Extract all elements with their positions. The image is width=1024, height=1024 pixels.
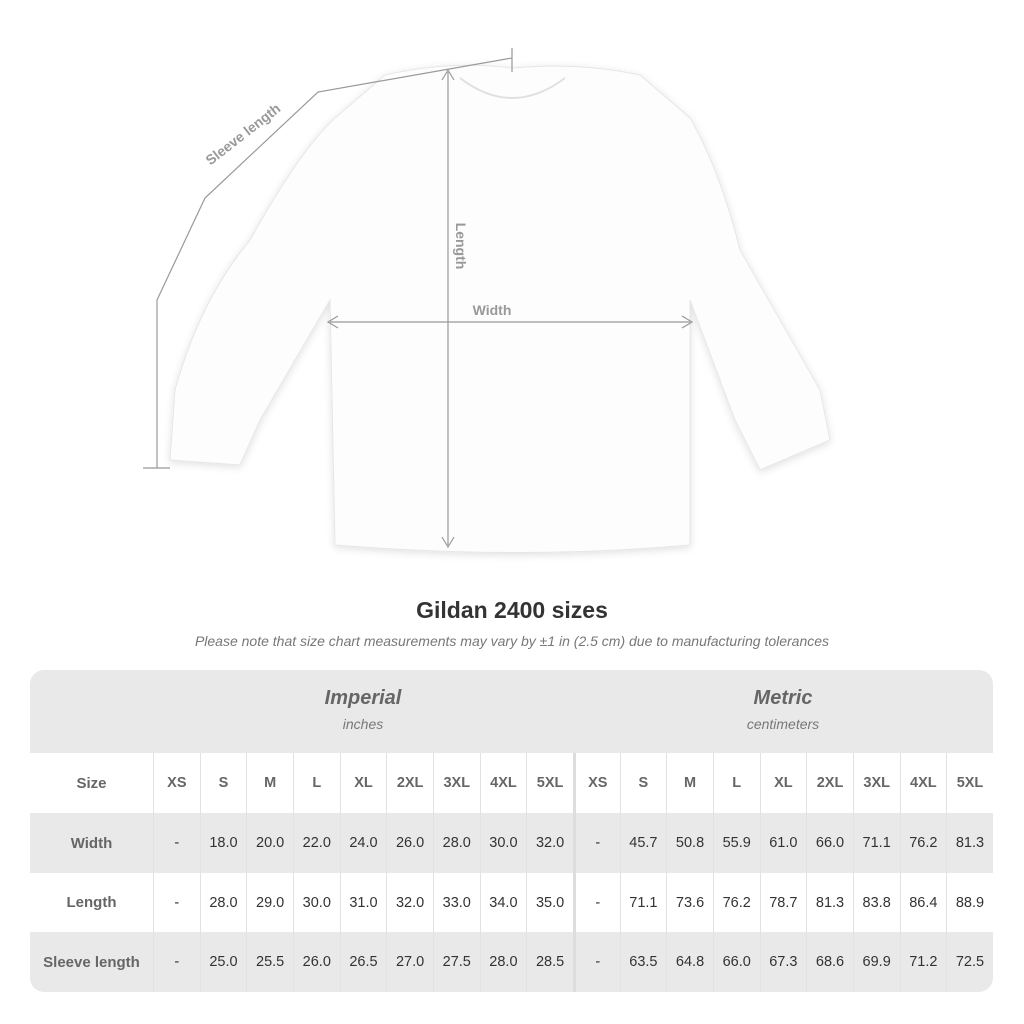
metric-size-header: 3XL <box>852 753 900 813</box>
metric-value-cell: 50.8 <box>666 813 713 873</box>
imperial-value-cell: 33.0 <box>432 873 480 932</box>
metric-value-cell: 55.9 <box>712 813 760 873</box>
imperial-value-cell: - <box>153 932 200 992</box>
imperial-size-header: XS <box>153 753 200 813</box>
metric-value-cell: 86.4 <box>899 873 947 932</box>
width-label: Width <box>473 302 512 318</box>
imperial-value-cell: 27.5 <box>432 932 480 992</box>
metric-size-header: S <box>619 753 667 813</box>
imperial-value-cell: 28.0 <box>199 873 247 932</box>
metric-value-cell: 63.5 <box>619 932 667 992</box>
metric-value-cell: 64.8 <box>666 932 713 992</box>
size-header-row: Size XS S M L XL 2XL 3XL 4XL 5XL XS S M L XL 2XL 3XL 4XL 5… <box>30 753 993 813</box>
row-label: Length <box>66 894 117 911</box>
length-label: Length <box>453 223 469 270</box>
metric-value-cell: 88.9 <box>946 873 993 932</box>
imperial-header: Imperial inches <box>153 670 573 753</box>
page-title: Gildan 2400 sizes <box>416 597 608 623</box>
imperial-title: Imperial <box>324 687 402 709</box>
imperial-value-cell: 30.0 <box>292 873 340 932</box>
measure-lines <box>143 48 694 549</box>
shirt-diagram: Sleeve length Length Width <box>143 48 831 553</box>
imperial-value-cell: 26.0 <box>386 813 433 873</box>
metric-value-cell: 71.1 <box>852 813 900 873</box>
imperial-value-cell: 20.0 <box>246 813 293 873</box>
imperial-size-header: XL <box>339 753 387 813</box>
metric-size-header: 2XL <box>806 753 853 813</box>
row-label: Sleeve length <box>43 953 140 971</box>
imperial-value-cell: 28.0 <box>432 813 480 873</box>
imperial-value-cell: 24.0 <box>339 813 387 873</box>
metric-value-cell: 66.0 <box>806 813 853 873</box>
tolerance-note: Please note that size chart measurements… <box>194 633 830 649</box>
imperial-value-cell: 26.5 <box>339 932 387 992</box>
imperial-value-cell: 27.0 <box>386 932 433 992</box>
shirt-illustration <box>169 64 831 553</box>
imperial-unit: inches <box>342 716 384 732</box>
imperial-size-header: 2XL <box>386 753 433 813</box>
imperial-size-header: 4XL <box>479 753 527 813</box>
metric-value-cell: 69.9 <box>852 932 900 992</box>
metric-size-header: 4XL <box>899 753 947 813</box>
imperial-value-cell: - <box>153 813 200 873</box>
imperial-value-cell: 30.0 <box>479 813 527 873</box>
sleeve-length-label: Sleeve length <box>202 100 283 168</box>
imperial-size-header: M <box>246 753 293 813</box>
imperial-value-cell: 35.0 <box>526 873 573 932</box>
metric-value-cell: 66.0 <box>712 932 760 992</box>
metric-value-cell: 45.7 <box>619 813 667 873</box>
metric-header: Metric centimeters <box>573 670 993 753</box>
imperial-value-cell: 26.0 <box>292 932 340 992</box>
imperial-value-cell: 32.0 <box>386 873 433 932</box>
metric-value-cell: 76.2 <box>899 813 947 873</box>
metric-value-cell: 73.6 <box>666 873 713 932</box>
imperial-value-cell: 34.0 <box>479 873 527 932</box>
imperial-value-cell: 28.5 <box>526 932 573 992</box>
imperial-value-cell: 22.0 <box>292 813 340 873</box>
imperial-value-cell: - <box>153 873 200 932</box>
imperial-value-cell: 18.0 <box>199 813 247 873</box>
table-row: Length -28.0 29.0 30.0 31.0 32.0 33.0 34.0 35.0-… <box>30 873 993 932</box>
metric-value-cell: - <box>572 932 620 992</box>
metric-value-cell: 78.7 <box>759 873 807 932</box>
size-table: Imperial inches Metric centimeters Size X… <box>30 670 993 992</box>
metric-value-cell: 83.8 <box>852 873 900 932</box>
imperial-size-header: 3XL <box>432 753 480 813</box>
metric-unit: centimeters <box>746 716 820 732</box>
metric-value-cell: 61.0 <box>759 813 807 873</box>
metric-size-header: 5XL <box>946 753 993 813</box>
metric-size-header: XL <box>759 753 807 813</box>
imperial-value-cell: 28.0 <box>479 932 527 992</box>
metric-title: Metric <box>753 687 813 709</box>
imperial-value-cell: 25.5 <box>246 932 293 992</box>
metric-value-cell: - <box>572 873 620 932</box>
metric-value-cell: - <box>572 813 620 873</box>
imperial-size-header: L <box>292 753 340 813</box>
imperial-value-cell: 32.0 <box>526 813 573 873</box>
metric-value-cell: 71.2 <box>899 932 947 992</box>
metric-size-header: XS <box>572 753 620 813</box>
metric-value-cell: 72.5 <box>946 932 993 992</box>
imperial-size-header: 5XL <box>526 753 573 813</box>
row-label: Width <box>70 834 113 852</box>
metric-size-header: M <box>666 753 713 813</box>
metric-value-cell: 81.3 <box>806 873 853 932</box>
table-row: Width -18.0 20.0 22.0 24.0 26.0 28.0 30.0 32.0-4… <box>30 813 993 873</box>
metric-value-cell: 68.6 <box>806 932 853 992</box>
imperial-value-cell: 25.0 <box>199 932 247 992</box>
table-row: Sleeve length -25.0 25.5 26.0 26.5 27.0 27.5 28… <box>30 932 993 992</box>
metric-size-header: L <box>712 753 760 813</box>
metric-value-cell: 67.3 <box>759 932 807 992</box>
imperial-value-cell: 31.0 <box>339 873 387 932</box>
metric-value-cell: 81.3 <box>946 813 993 873</box>
size-label: Size <box>76 774 107 792</box>
metric-value-cell: 71.1 <box>619 873 667 932</box>
metric-value-cell: 76.2 <box>712 873 760 932</box>
imperial-value-cell: 29.0 <box>246 873 293 932</box>
imperial-size-header: S <box>199 753 247 813</box>
